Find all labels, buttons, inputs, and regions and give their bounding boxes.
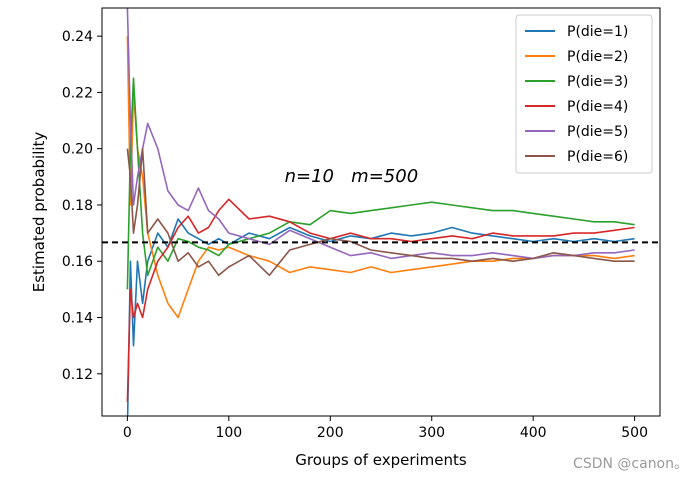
y-axis: 0.12 0.14 0.16 0.18 0.20 0.22 0.24 xyxy=(62,29,102,383)
watermark: CSDN @canon。 xyxy=(573,456,688,472)
plot-frame xyxy=(101,7,661,417)
series-line-4 xyxy=(126,198,635,402)
series-line-6 xyxy=(126,147,635,277)
x-tick-label: 0 xyxy=(123,425,132,441)
y-tick-label: 0.16 xyxy=(62,254,93,270)
series-line-1 xyxy=(126,218,635,416)
x-tick-label: 100 xyxy=(215,425,242,441)
x-tick-label: 400 xyxy=(520,425,547,441)
legend-box xyxy=(515,14,653,174)
y-axis-title: Estimated probability xyxy=(30,132,48,293)
x-tick-label: 200 xyxy=(317,425,344,441)
y-tick-label: 0.14 xyxy=(62,311,93,327)
series-layer xyxy=(126,8,635,416)
y-tick-label: 0.18 xyxy=(62,198,93,214)
legend-label: P(die=4) xyxy=(567,99,628,115)
y-tick-label: 0.20 xyxy=(62,142,93,158)
legend-label: P(die=1) xyxy=(567,24,628,40)
x-axis: 0 100 200 300 400 500 xyxy=(123,416,648,441)
legend-label: P(die=2) xyxy=(567,49,628,65)
x-tick-label: 500 xyxy=(621,425,648,441)
y-tick-label: 0.22 xyxy=(62,85,93,101)
series-line-2 xyxy=(126,36,635,319)
annotation-text: n=10 m=500 xyxy=(285,166,419,187)
x-axis-title: Groups of experiments xyxy=(295,451,467,469)
x-tick-label: 300 xyxy=(418,425,445,441)
series-line-3 xyxy=(126,77,635,290)
legend-label: P(die=5) xyxy=(567,124,628,140)
series-line-5 xyxy=(126,8,635,260)
legend: P(die=1) P(die=2) P(die=3) P(die=4) P(die=5)… xyxy=(515,14,653,174)
legend-label: P(die=3) xyxy=(567,74,628,90)
y-tick-label: 0.12 xyxy=(62,367,93,383)
y-tick-label: 0.24 xyxy=(62,29,93,45)
legend-label: P(die=6) xyxy=(567,149,628,165)
